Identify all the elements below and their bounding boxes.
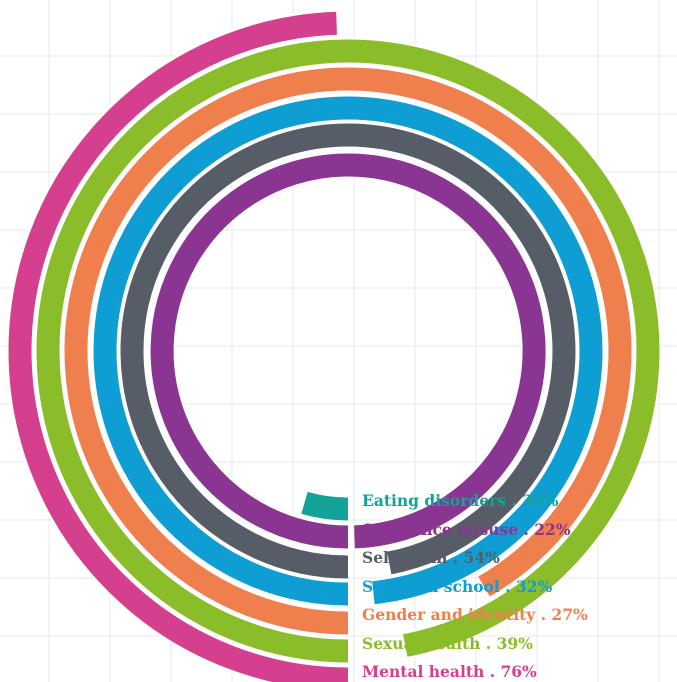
ring-stress-in-school [93,96,603,606]
label-eating-disorders: Eating disorders . 32% [362,491,559,510]
label-stress-in-school: Stress in school . 32% [362,577,553,596]
ring-eating-disorders [301,491,349,521]
label-sexual-health: Sexual health . 39% [362,634,533,653]
label-gender-and-identity: Gender and identity . 27% [362,605,588,624]
chart-rings [6,9,662,682]
ring-self-harm [120,123,576,579]
ring-mental-health [8,11,349,682]
ring-gender-and-identity [64,67,632,635]
chart-labels: Eating disorders . 32% Substance misuse .… [362,491,588,681]
ring-substance-misuse [150,153,546,549]
label-mental-health: Mental health . 76% [362,662,537,681]
ring-sexual-health [36,39,660,663]
label-substance-misuse: Substance misuse . 22% [362,520,571,539]
label-self-harm: Self-harm . 54% [362,548,500,567]
